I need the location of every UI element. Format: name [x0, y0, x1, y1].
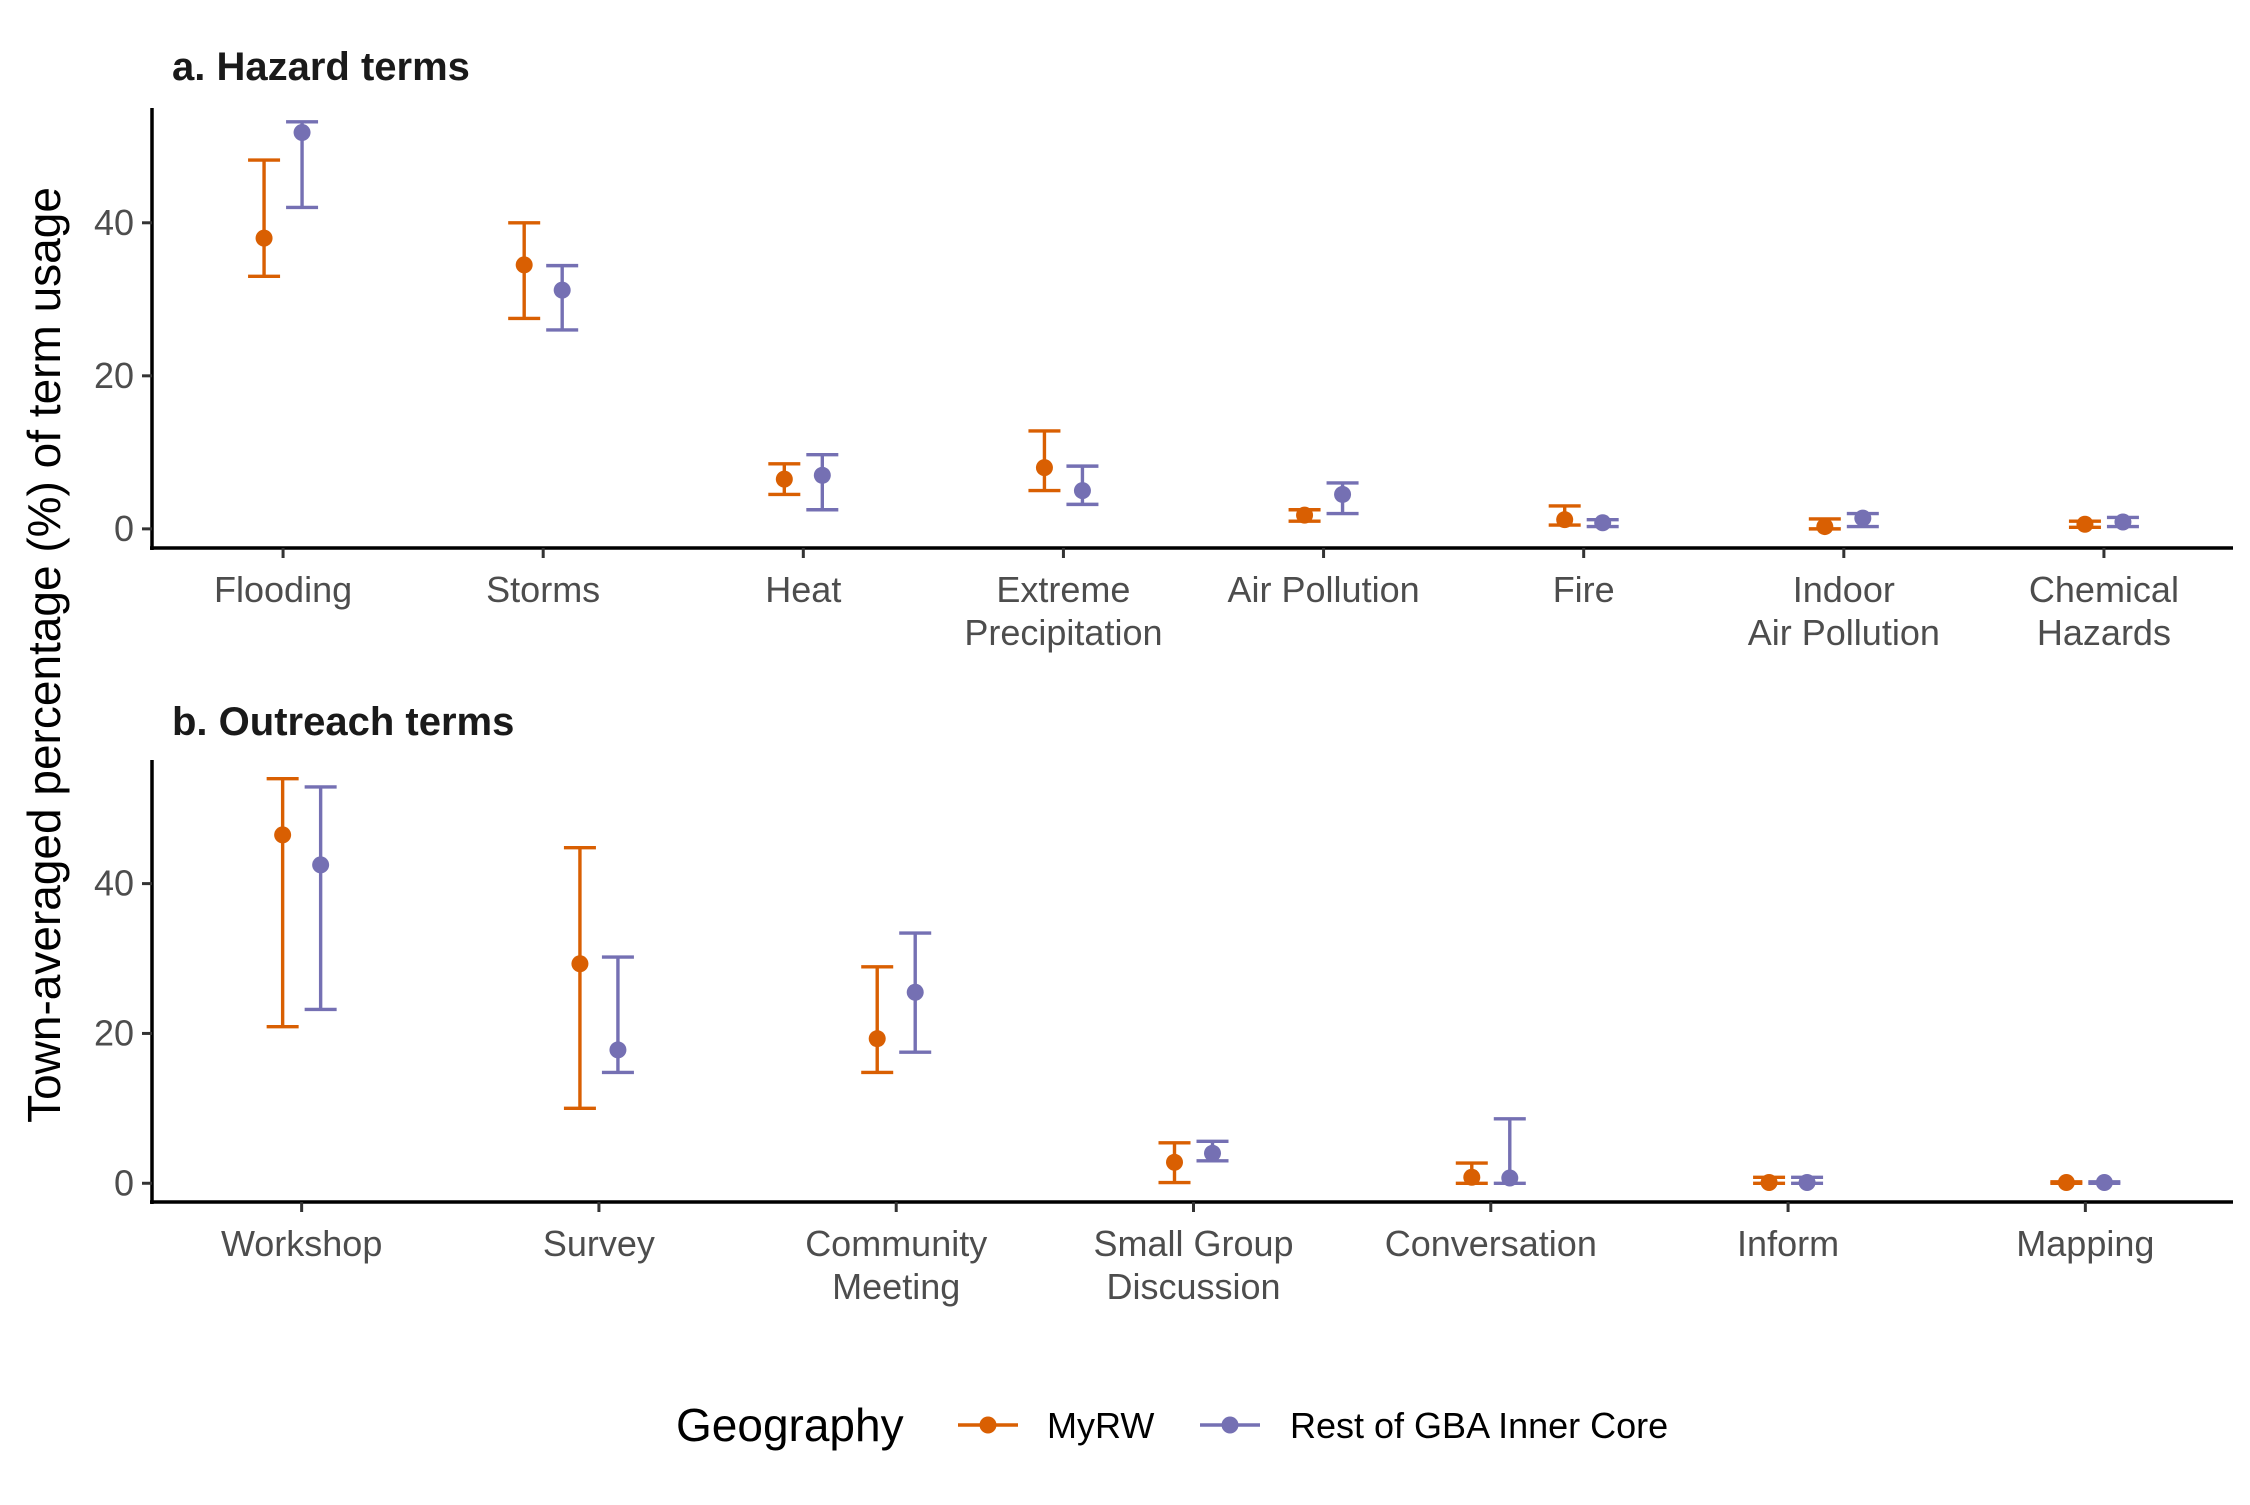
data-point: [1334, 485, 1352, 503]
data-point: [1854, 509, 1872, 527]
data-point: [312, 856, 330, 874]
y-tick-label: 0: [114, 1162, 134, 1203]
data-point: [1501, 1169, 1519, 1187]
data-point: [2076, 515, 2094, 533]
x-tick-label: Chemical Hazards: [2029, 569, 2179, 653]
x-tick-label: Extreme Precipitation: [964, 569, 1162, 653]
data-point: [1296, 506, 1314, 524]
panel-title: b. Outreach terms: [172, 700, 514, 744]
x-tick-label-line: Storms: [486, 569, 600, 610]
data-point: [1204, 1144, 1221, 1162]
x-tick-label-line: Hazards: [2037, 612, 2171, 653]
x-tick-label: Survey: [543, 1223, 655, 1264]
y-tick-label: 0: [114, 508, 134, 549]
x-tick-label-line: Mapping: [2016, 1223, 2154, 1264]
x-tick-label-line: Conversation: [1385, 1223, 1597, 1264]
x-tick-label-line: Chemical: [2029, 569, 2179, 610]
x-tick-label-line: Precipitation: [964, 612, 1162, 653]
x-tick-label: Community Meeting: [805, 1223, 987, 1307]
data-point: [2057, 1174, 2075, 1192]
x-tick-label: Workshop: [221, 1223, 382, 1264]
x-tick-label-line: Heat: [765, 569, 841, 610]
y-tick-label: 40: [94, 863, 134, 904]
data-point: [515, 256, 533, 274]
data-point: [1073, 482, 1091, 500]
data-point: [813, 466, 831, 484]
x-tick-label-line: Workshop: [221, 1223, 382, 1264]
x-tick-label-line: Community: [805, 1223, 987, 1264]
x-tick-label-line: Inform: [1737, 1223, 1839, 1264]
data-point: [255, 229, 273, 247]
data-point: [571, 955, 589, 973]
x-tick-label: Heat: [765, 569, 841, 610]
x-tick-label-line: Small Group: [1093, 1223, 1293, 1264]
x-tick-label: Storms: [486, 569, 600, 610]
data-point: [1166, 1153, 1183, 1171]
x-tick-label: Flooding: [214, 569, 352, 610]
data-point: [775, 470, 793, 488]
data-point: [868, 1030, 886, 1048]
x-tick-label: Fire: [1553, 569, 1615, 610]
y-axis-label: Town-averaged percentage (%) of term usa…: [18, 187, 70, 1123]
panel-title: a. Hazard terms: [172, 45, 470, 89]
data-point: [1816, 518, 1834, 536]
x-tick-label: Air Pollution: [1228, 569, 1420, 610]
data-point: [1035, 459, 1053, 477]
x-tick-label-line: Meeting: [832, 1266, 960, 1307]
y-tick-label: 20: [94, 355, 134, 396]
legend-label: MyRW: [1047, 1405, 1154, 1446]
x-tick-label-line: Survey: [543, 1223, 655, 1264]
data-point: [1760, 1174, 1778, 1192]
data-point: [2095, 1174, 2113, 1192]
x-tick-label: Inform: [1737, 1223, 1839, 1264]
x-tick-label-line: Air Pollution: [1228, 569, 1420, 610]
x-tick-label: Indoor Air Pollution: [1748, 569, 1940, 653]
x-tick-label: Conversation: [1385, 1223, 1597, 1264]
x-tick-label-line: Flooding: [214, 569, 352, 610]
y-tick-label: 20: [94, 1012, 134, 1053]
data-point: [553, 281, 571, 299]
data-point: [274, 826, 292, 844]
x-tick-label-line: Extreme: [996, 569, 1130, 610]
data-point: [1594, 514, 1612, 532]
data-point: [609, 1041, 627, 1059]
x-tick-label: Small Group Discussion: [1093, 1223, 1293, 1307]
data-point: [1556, 511, 1574, 529]
data-point: [906, 983, 924, 1001]
x-tick-label-line: Discussion: [1106, 1266, 1280, 1307]
x-tick-label-line: Fire: [1553, 569, 1615, 610]
legend-key-point: [979, 1416, 997, 1434]
legend-key-point: [1221, 1416, 1239, 1434]
data-point: [1463, 1168, 1481, 1186]
data-point: [293, 123, 311, 141]
x-tick-label-line: Air Pollution: [1748, 612, 1940, 653]
y-tick-label: 40: [94, 202, 134, 243]
legend-title: Geography: [676, 1399, 904, 1451]
x-tick-label: Mapping: [2016, 1223, 2154, 1264]
legend-label: Rest of GBA Inner Core: [1290, 1405, 1668, 1446]
data-point: [1798, 1174, 1816, 1192]
data-point: [2114, 513, 2132, 531]
x-tick-label-line: Indoor: [1793, 569, 1895, 610]
